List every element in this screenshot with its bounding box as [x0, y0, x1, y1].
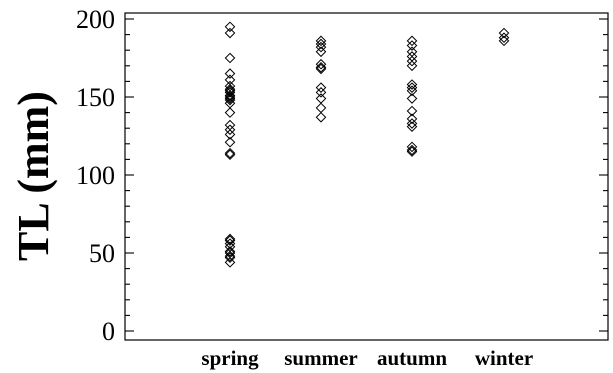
data-point-spring [224, 233, 236, 245]
data-point-spring [224, 107, 236, 118]
data-point-spring [224, 21, 236, 33]
category-label-summer: summer [284, 346, 357, 370]
y-tick-label: 0 [102, 317, 115, 346]
x-axis-category-labels: spring summer autumn winter [201, 346, 533, 370]
data-point-spring [224, 246, 236, 257]
data-point-summer [315, 35, 327, 47]
data-point-spring [224, 91, 236, 103]
y-axis-tick-labels: 0 50 100 150 200 [76, 5, 115, 346]
data-point-spring [224, 94, 236, 106]
category-label-winter: winter [475, 346, 533, 370]
data-point-winter [498, 32, 510, 44]
data-point-summer [315, 62, 327, 73]
data-point-summer [315, 102, 327, 114]
data-point-autumn [406, 141, 418, 153]
data-point-autumn [406, 85, 418, 97]
y-tick-label: 100 [76, 161, 115, 190]
data-point-autumn [406, 40, 418, 51]
data-point-summer [315, 93, 327, 104]
data-point-spring [224, 129, 236, 140]
data-point-winter [498, 27, 510, 39]
data-point-autumn [406, 55, 418, 67]
data-point-spring [224, 136, 236, 148]
data-point-summer [315, 46, 327, 58]
data-point-summer [315, 58, 327, 70]
data-point-spring [224, 124, 236, 136]
data-point-spring [224, 68, 236, 79]
data-point-autumn [406, 105, 418, 117]
data-point-summer [315, 38, 327, 50]
data-point-autumn [406, 146, 418, 157]
category-label-autumn: autumn [377, 346, 447, 370]
data-point-spring [224, 147, 236, 159]
data-point-summer [315, 87, 327, 98]
data-point-spring [224, 27, 236, 39]
data-point-spring [224, 149, 236, 161]
data-markers [224, 21, 510, 268]
data-point-summer [315, 111, 327, 123]
data-point-autumn [406, 121, 418, 132]
data-point-spring [224, 257, 236, 268]
y-tick-label: 150 [76, 83, 115, 112]
data-point-spring [224, 87, 236, 98]
data-point-winter [498, 35, 510, 47]
data-point-spring [224, 93, 236, 104]
data-point-summer [315, 41, 327, 53]
y-tick-label: 200 [76, 5, 115, 34]
plot-frame [124, 12, 609, 341]
data-point-spring [224, 90, 236, 101]
data-point-summer [315, 82, 327, 93]
y-axis-ticks [125, 18, 608, 332]
data-point-autumn [406, 82, 418, 93]
data-point-autumn [406, 35, 418, 47]
data-point-summer [315, 63, 327, 75]
category-label-spring: spring [201, 346, 259, 370]
data-point-autumn [406, 79, 418, 90]
data-point-autumn [406, 118, 418, 129]
data-point-autumn [406, 93, 418, 104]
data-point-spring [224, 250, 236, 262]
data-point-spring [224, 74, 236, 86]
y-tick-label: 50 [89, 239, 115, 268]
data-point-autumn [406, 144, 418, 156]
data-point-autumn [406, 60, 418, 72]
y-axis-title: TL (mm) [9, 91, 58, 261]
data-point-autumn [406, 113, 418, 125]
data-point-spring [224, 52, 236, 64]
data-point-spring [224, 252, 236, 263]
data-point-spring [224, 235, 236, 246]
